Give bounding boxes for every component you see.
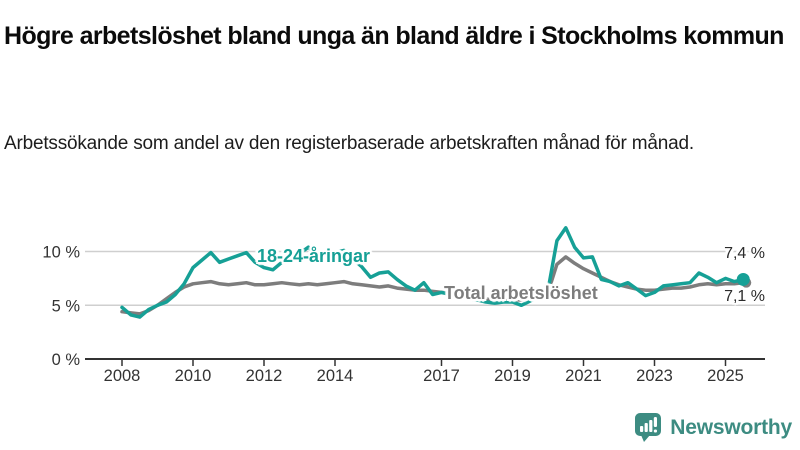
x-tick-label-2012: 2012 [246,367,283,385]
end-dot-young [736,272,750,286]
y-tick-label-5: 5 % [52,297,81,315]
y-tick-label-10: 10 % [42,244,80,262]
series-line-young [120,226,746,319]
x-tick-label-2025: 2025 [707,367,744,385]
series-label-young: 18-24-åringar [257,246,371,266]
end-value-label-total: 7,1 % [724,288,765,305]
newsworthy-brand-label: Newsworthy [670,415,792,439]
page-subtitle: Arbetssökande som andel av den registerb… [4,133,694,154]
x-tick-label-2017: 2017 [423,367,460,385]
newsworthy-logo-icon [635,413,662,442]
x-tick-label-2014: 2014 [317,367,354,385]
x-tick-label-2023: 2023 [636,367,673,385]
end-value-label-young: 7,4 % [724,245,765,262]
series-label-total: Total arbetslöshet [444,283,598,303]
x-tick-label-2021: 2021 [565,367,602,385]
x-tick-label-2010: 2010 [175,367,212,385]
page-title: Högre arbetslöshet bland unga än bland ä… [4,21,784,50]
chart-svg: 2008 2010 2012 2014 2017 2019 2021 2023 2025 0 % 5… [42,226,765,385]
y-tick-label-0: 0 % [52,351,81,369]
x-tick-label-2008: 2008 [104,367,141,385]
newsworthy-brand-link[interactable]: Newsworthy [633,412,792,443]
x-tick-label-2019: 2019 [494,367,531,385]
